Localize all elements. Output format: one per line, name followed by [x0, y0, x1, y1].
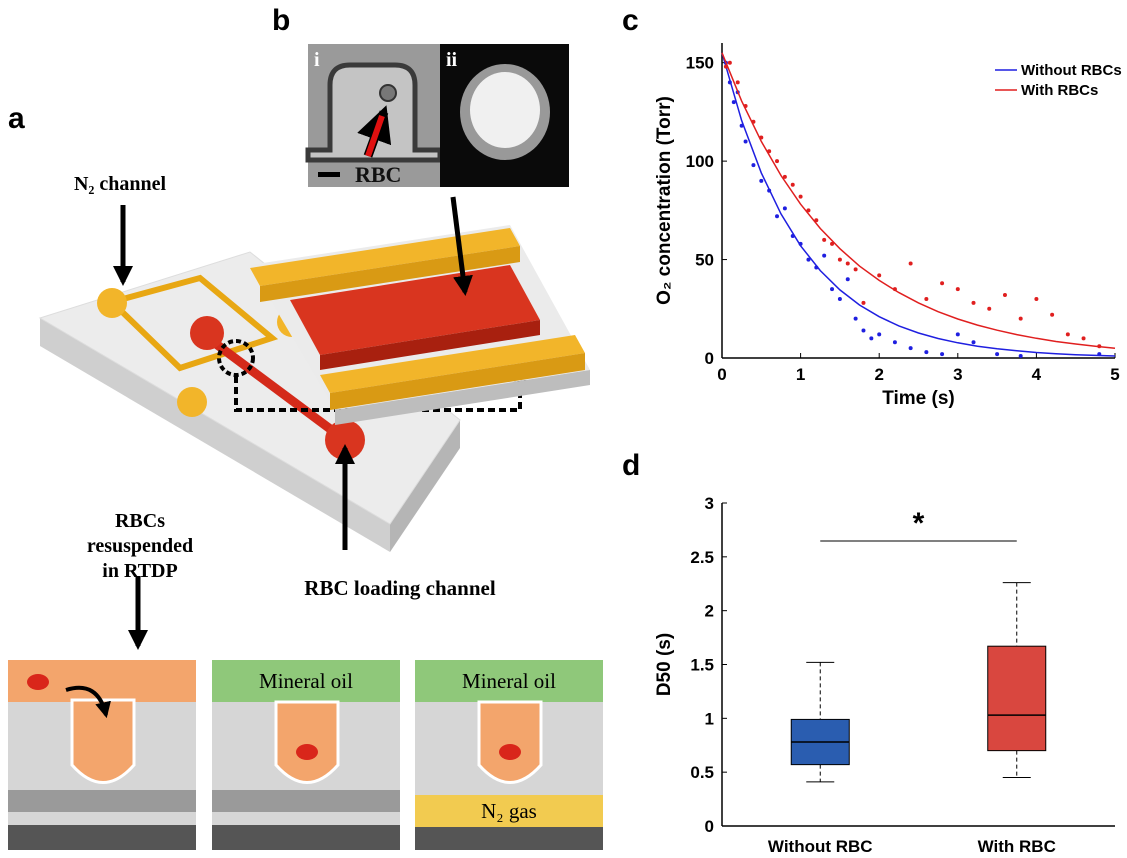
micrograph-label: ii	[446, 49, 458, 71]
y-axis-label: O₂ concentration (Torr)	[654, 96, 675, 305]
layer-label: N₂ gas	[481, 799, 537, 823]
data-point	[822, 238, 826, 242]
data-point	[1034, 297, 1038, 301]
panel-label: d	[622, 449, 640, 482]
data-point	[924, 350, 928, 354]
data-point	[909, 262, 913, 266]
x-tick-label: 5	[1110, 365, 1119, 384]
panel-label: c	[622, 4, 639, 37]
data-point	[1050, 313, 1054, 317]
rbc-label: RBC	[355, 162, 401, 187]
data-point	[869, 336, 873, 340]
significance-mark: *	[913, 507, 925, 540]
data-point	[728, 61, 732, 65]
data-point	[909, 346, 913, 350]
data-point	[791, 183, 795, 187]
legend-label: With RBCs	[1021, 82, 1098, 99]
data-point	[1019, 317, 1023, 321]
micrograph-ii	[440, 44, 569, 187]
data-point	[1003, 293, 1007, 297]
data-point	[956, 287, 960, 291]
data-point	[846, 262, 850, 266]
y-tick-label: 100	[686, 152, 714, 171]
data-point	[1082, 336, 1086, 340]
data-point	[854, 267, 858, 271]
x-tick-label: 3	[953, 365, 962, 384]
data-point	[940, 281, 944, 285]
y-axis-label: D50 (s)	[654, 633, 675, 696]
data-point	[972, 340, 976, 344]
data-point	[940, 352, 944, 356]
data-point	[838, 258, 842, 262]
data-point	[877, 273, 881, 277]
y-tick-label: 0	[705, 349, 714, 368]
n2-channel-label: N₂ channel	[74, 173, 167, 195]
data-point	[751, 163, 755, 167]
data-point	[846, 277, 850, 281]
figure: a b c d i RBC ii	[0, 0, 1127, 858]
data-point	[995, 352, 999, 356]
y-tick-label: 0	[705, 817, 714, 836]
micrograph-label: i	[314, 49, 320, 71]
data-point	[861, 328, 865, 332]
data-point	[1066, 332, 1070, 336]
layer-label: Mineral oil	[462, 669, 556, 693]
data-point	[830, 287, 834, 291]
box	[988, 646, 1046, 750]
data-point	[854, 317, 858, 321]
loading-label: RBC loading channel	[304, 576, 496, 600]
data-point	[924, 297, 928, 301]
legend-label: Without RBCs	[1021, 62, 1122, 79]
data-point	[861, 301, 865, 305]
y-tick-label: 3	[705, 494, 714, 513]
y-tick-label: 0.5	[690, 763, 714, 782]
rtdp-label: resuspended	[87, 535, 193, 557]
data-point	[783, 206, 787, 210]
data-point	[838, 297, 842, 301]
rtdp-label: RBCs	[115, 510, 165, 532]
data-point	[956, 332, 960, 336]
x-tick-label: Without RBC	[768, 837, 873, 856]
x-tick-label: 0	[717, 365, 726, 384]
data-point	[877, 332, 881, 336]
data-point	[987, 307, 991, 311]
rtdp-label: in RTDP	[102, 560, 177, 582]
data-point	[759, 179, 763, 183]
y-tick-label: 150	[686, 54, 714, 73]
x-axis-label: Time (s)	[882, 388, 955, 409]
x-tick-label: With RBC	[978, 837, 1056, 856]
y-tick-label: 1.5	[690, 656, 714, 675]
data-point	[799, 195, 803, 199]
x-tick-label: 2	[874, 365, 883, 384]
data-point	[744, 139, 748, 143]
data-point	[972, 301, 976, 305]
data-point	[822, 254, 826, 258]
layer-label: Mineral oil	[259, 669, 353, 693]
data-point	[736, 80, 740, 84]
y-tick-label: 50	[695, 251, 714, 270]
data-point	[893, 340, 897, 344]
panel-label: b	[272, 4, 290, 37]
data-point	[1019, 354, 1023, 358]
y-tick-label: 2	[705, 602, 714, 621]
x-tick-label: 1	[796, 365, 805, 384]
data-point	[775, 214, 779, 218]
y-tick-label: 1	[705, 709, 714, 728]
y-tick-label: 2.5	[690, 548, 714, 567]
panel-label: a	[8, 102, 25, 135]
data-point	[775, 159, 779, 163]
x-tick-label: 4	[1032, 365, 1042, 384]
